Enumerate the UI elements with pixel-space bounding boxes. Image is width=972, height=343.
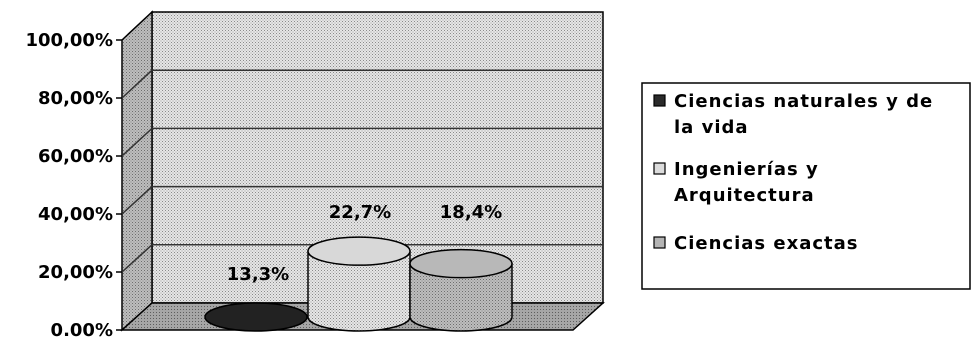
- legend-label: Ingenierías y: [674, 159, 819, 180]
- y-tick-label: 80,00%: [38, 88, 113, 109]
- bar-3: [409, 248, 513, 332]
- legend-swatch: [653, 162, 666, 175]
- gridline-side: [121, 186, 153, 215]
- legend-label: Arquitectura: [674, 185, 815, 206]
- data-label: 13,3%: [227, 264, 289, 285]
- legend-item: Ciencias exactas: [653, 233, 858, 254]
- bar-1: [204, 302, 308, 332]
- bar-2: [307, 236, 411, 332]
- legend-box: [641, 82, 971, 290]
- legend-swatch: [653, 94, 666, 107]
- legend-item: Ingenierías y Arquitectura: [653, 159, 819, 206]
- bar-top: [204, 302, 308, 332]
- gridlines: [121, 69, 603, 273]
- legend-swatch: [653, 236, 666, 249]
- y-tick-label: 100,00%: [26, 30, 114, 51]
- legend-item: Ciencias naturales y de la vida: [653, 91, 933, 138]
- bars: [204, 236, 513, 332]
- data-label: 22,7%: [329, 202, 391, 223]
- data-label: 18,4%: [440, 202, 502, 223]
- y-axis: 0.00% 20,00% 40,00% 60,00% 80,00% 100,00%: [26, 30, 122, 341]
- bar-top: [307, 236, 411, 266]
- data-labels: 13,3% 22,7% 18,4%: [227, 202, 502, 285]
- gridline-side: [121, 69, 153, 99]
- bar-body: [307, 250, 411, 332]
- plot-side-wall: [121, 10, 153, 332]
- legend-label: Ciencias naturales y de: [674, 91, 933, 112]
- y-tick-label: 0.00%: [51, 320, 113, 341]
- legend-label: Ciencias exactas: [674, 233, 858, 254]
- bar-body: [409, 262, 513, 332]
- y-tick-label: 20,00%: [38, 262, 113, 283]
- legend: Ciencias naturales y de la vida Ingeniería…: [641, 82, 971, 290]
- y-tick-label: 40,00%: [38, 204, 113, 225]
- y-tick-label: 60,00%: [38, 146, 113, 167]
- gridline-side: [121, 244, 153, 273]
- legend-label: la vida: [674, 117, 749, 138]
- gridline-side: [121, 127, 153, 157]
- bar-top: [409, 248, 513, 279]
